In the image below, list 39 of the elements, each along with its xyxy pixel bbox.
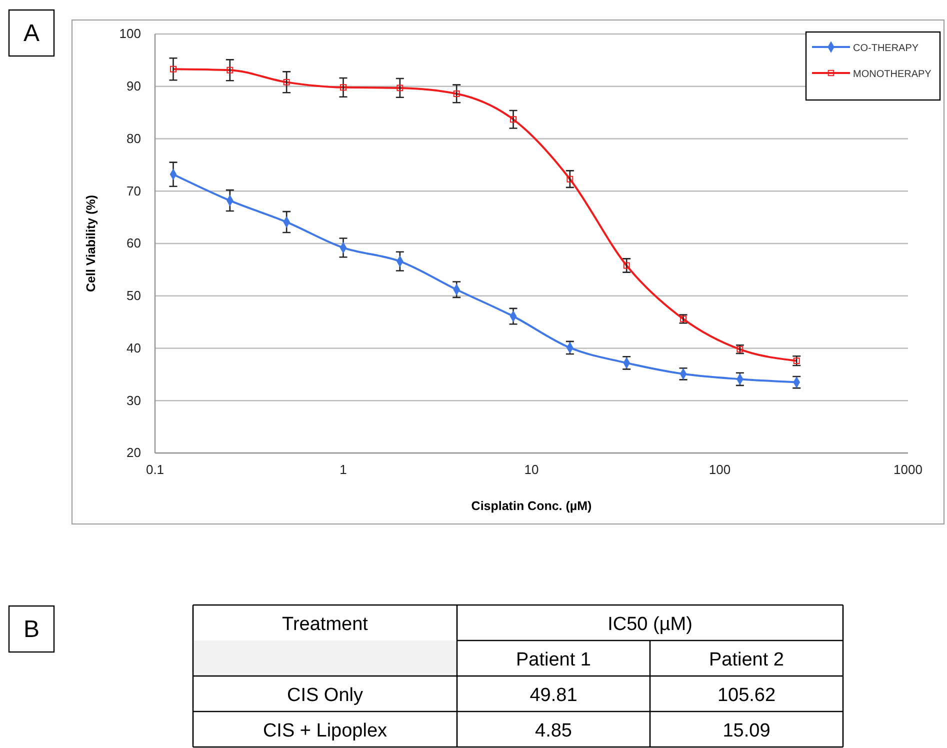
y-tick-label: 80: [126, 130, 141, 146]
category-label: CIS + Lipoplex: [262, 720, 388, 742]
x-axis-title: Cisplatin Conc. (µM): [471, 499, 592, 513]
point: [510, 116, 516, 123]
y-tick-label: 70: [126, 183, 141, 198]
category-label: CIS Only: [286, 684, 364, 706]
data-label: 105.62: [717, 684, 776, 706]
x-tick-label: 1000: [894, 462, 922, 478]
y-tick-label: 60: [126, 236, 141, 251]
text: IC50 (µM): [608, 614, 692, 635]
point: [453, 90, 460, 97]
legend-label: MONOTHERAPY: [853, 69, 932, 80]
x-tick-label: 100: [708, 462, 731, 478]
x-tick-label: 1: [340, 462, 347, 478]
y-tick-label: 50: [126, 288, 141, 304]
y-tick-label: 100: [119, 26, 141, 42]
data-label: 15.09: [722, 720, 770, 742]
y-tick-label: 30: [126, 392, 141, 408]
text: A: [23, 20, 40, 47]
point: [226, 66, 234, 74]
legend-label: CO-THERAPY: [853, 43, 919, 54]
y-tick-label: 90: [126, 78, 141, 94]
data-label: 4.85: [535, 720, 572, 742]
text: Patient 1: [516, 649, 591, 670]
text: B: [23, 616, 40, 643]
point: [396, 84, 404, 92]
x-tick-label: 10: [524, 462, 539, 478]
text: Patient 2: [709, 649, 784, 670]
text: Treatment: [282, 614, 369, 635]
x-tick-label: 0.1: [146, 462, 164, 478]
y-tick-label: 20: [126, 445, 141, 460]
point: [623, 262, 630, 269]
y-tick-label: 40: [126, 340, 141, 356]
point: [170, 66, 176, 72]
point: [340, 84, 346, 91]
point: [283, 78, 290, 86]
point: [566, 176, 574, 182]
y-axis-title: Cell Viability (%): [84, 194, 98, 292]
data-label: 49.81: [530, 684, 578, 706]
